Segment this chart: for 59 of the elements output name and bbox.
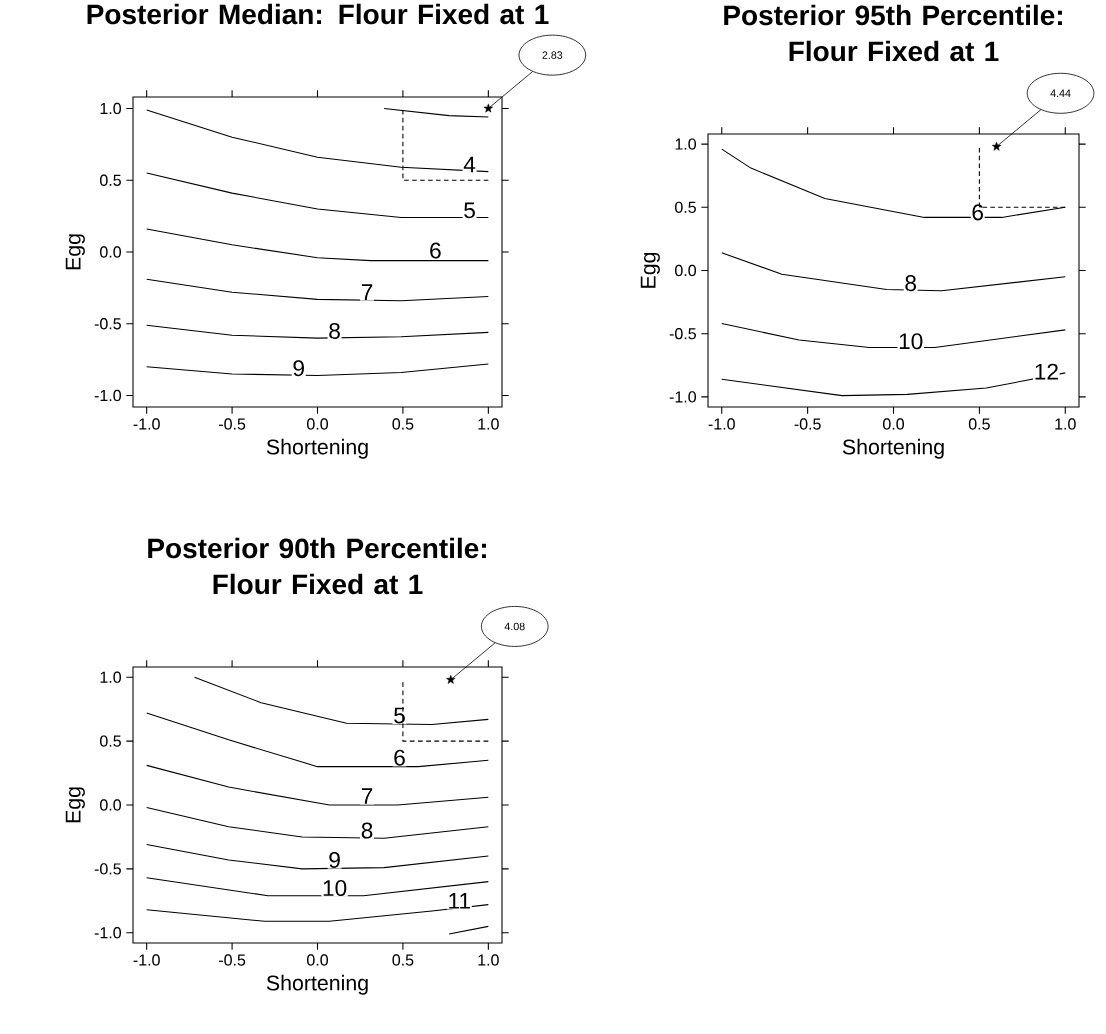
y-tick-label: -1.0 [669,391,697,403]
y-axis-title: Egg [65,787,85,823]
annotation: 6 [972,204,983,221]
y-axis-title: Egg [65,234,85,270]
annotation: 4 [463,156,476,173]
text: 4.44 [1050,89,1071,97]
annotation: 5 [464,202,475,219]
chart-title: Posterior 90th Percentile: Flour Fixed at 1 [148,537,486,595]
text: 2.83 [542,51,563,59]
chart-title: Posterior Median: Flour Fixed at 1 [87,3,549,25]
x-tick-label: 0.5 [968,418,990,430]
y-tick-label: 0.0 [100,246,122,258]
x-tick-label: 0.0 [307,418,329,430]
y-tick-label: -0.5 [94,318,121,330]
x-tick-label: 1.0 [478,954,499,966]
x-tick-label: -0.5 [219,418,246,430]
x-tick-label: 0.0 [307,954,329,966]
text: 4.08 [504,622,525,631]
x-tick-label: -1.0 [708,418,735,430]
x-tick-label: -1.0 [133,954,160,966]
chart-title: Posterior 95th Percentile: Flour Fixed at 1 [724,4,1062,62]
annotation: 8 [905,275,917,292]
annotation: 10 [323,880,347,897]
annotation: 10 [899,333,923,350]
y-tick-label: 0.0 [675,264,697,277]
y-tick-label: -1.0 [94,389,122,402]
annotation: 9 [293,360,304,377]
y-tick-label: -0.5 [669,328,696,340]
x-tick-label: -0.5 [794,418,821,430]
y-tick-label: -1.0 [94,927,122,939]
annotation: 6 [430,242,441,259]
x-tick-label: -1.0 [133,418,160,430]
y-tick-label: 1.0 [100,102,122,115]
annotation: 8 [361,822,373,839]
annotation: 6 [394,749,405,766]
annotation: 7 [361,284,373,300]
x-tick-label: 0.0 [883,418,905,430]
x-tick-label: 0.5 [392,418,414,430]
annotation: 7 [361,788,373,804]
annotation: 8 [329,322,340,339]
x-tick-label: 1.0 [1055,418,1076,430]
annotation: 11 [449,893,470,909]
y-tick-label: 1.0 [100,671,122,683]
y-tick-label: 0.5 [100,174,121,186]
x-tick-label: -0.5 [219,954,246,966]
annotation: 12 [1035,363,1058,380]
x-axis-title: Shortening [842,438,944,459]
y-tick-label: 0.0 [100,799,122,811]
y-axis-title: Egg [640,252,660,288]
annotation: 9 [329,851,340,868]
y-tick-label: 1.0 [675,138,697,150]
annotation: 5 [394,707,405,724]
y-tick-label: -0.5 [94,863,121,875]
x-axis-title: Shortening [266,438,368,459]
y-tick-label: 0.5 [675,201,696,213]
x-tick-label: 1.0 [478,418,499,430]
x-axis-title: Shortening [266,974,368,995]
x-tick-label: 0.5 [392,954,414,966]
y-tick-label: 0.5 [100,735,121,747]
